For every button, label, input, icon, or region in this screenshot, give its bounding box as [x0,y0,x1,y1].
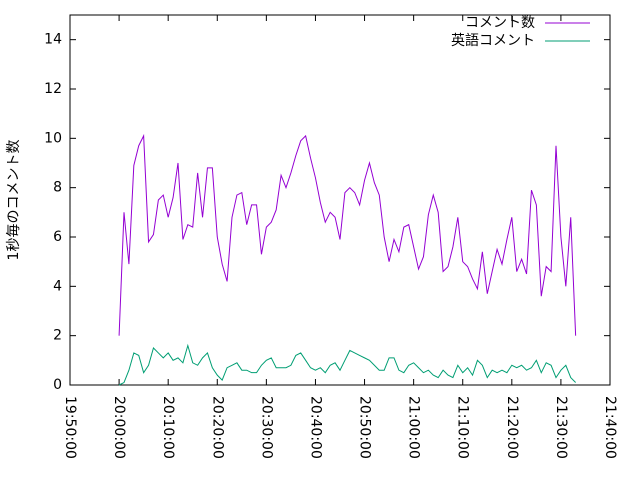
legend-label: 英語コメント [451,32,535,49]
y-tick-label: 8 [53,180,62,196]
y-axis-label: 1秒毎のコメント数 [6,140,22,261]
legend-label: コメント数 [465,15,535,31]
series-line [118,133,577,336]
x-tick-label: 21:30:00 [553,396,569,459]
x-tick-label: 21:40:00 [602,396,618,459]
y-tick-label: 14 [44,32,62,48]
x-tick-label: 21:10:00 [455,396,471,459]
y-tick-label: 2 [53,328,62,344]
x-tick-label: 20:10:00 [160,396,176,459]
x-tick-label: 19:50:00 [62,396,78,459]
x-tick-label: 21:00:00 [406,396,422,459]
y-tick-label: 4 [53,278,62,294]
x-tick-label: 20:20:00 [209,396,225,459]
y-tick-label: 10 [44,130,62,146]
y-tick-label: 0 [53,377,62,393]
plot-frame [69,14,611,386]
x-tick-label: 20:00:00 [111,396,127,459]
x-tick-label: 21:20:00 [504,396,520,459]
series-line [118,343,576,386]
x-tick-label: 20:50:00 [357,396,373,459]
x-tick-label: 20:40:00 [307,396,323,459]
x-tick-label: 20:30:00 [258,396,274,459]
y-tick-label: 6 [53,229,62,245]
y-tick-label: 12 [44,81,62,97]
